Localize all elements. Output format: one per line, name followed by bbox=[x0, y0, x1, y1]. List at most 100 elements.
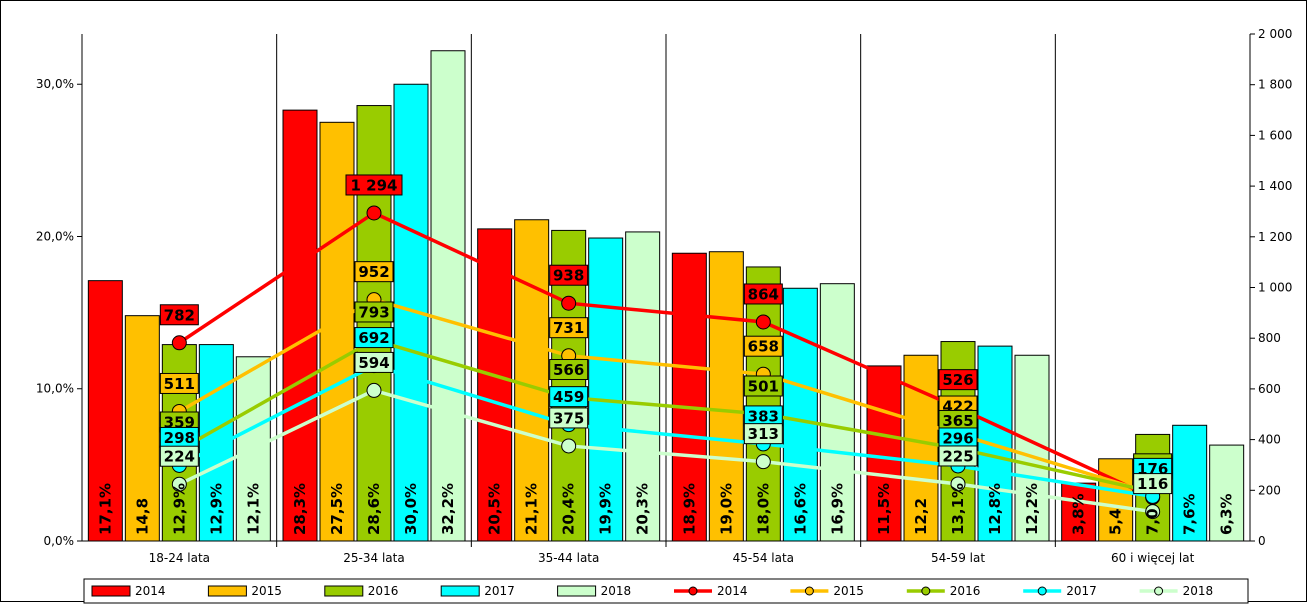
bar-label-2016-5: 7,0 bbox=[1144, 508, 1162, 535]
legend-label-2015: 2015 bbox=[251, 584, 282, 598]
line-label-box-2014-1 bbox=[345, 174, 403, 196]
legend-marker-2018 bbox=[1154, 586, 1164, 596]
line-label-2017-0: 298 bbox=[164, 429, 195, 447]
bar-label-2017-1: 30,0% bbox=[402, 483, 420, 535]
line-label-2018-0: 224 bbox=[164, 448, 195, 466]
point-2018-3 bbox=[755, 454, 771, 470]
legend-label-2018: 2018 bbox=[1183, 584, 1214, 598]
bar-label-2017-5: 7,6% bbox=[1181, 493, 1199, 535]
legend-label-2018: 2018 bbox=[601, 584, 632, 598]
point-2014-3 bbox=[755, 314, 771, 330]
line-label-2015-1: 952 bbox=[358, 263, 389, 281]
legend-label-2016: 2016 bbox=[950, 584, 981, 598]
bar-label-2018-1: 32,2% bbox=[439, 483, 457, 535]
x-tick-label: 54-59 lat bbox=[931, 551, 985, 565]
x-tick-label: 35-44 lata bbox=[538, 551, 599, 565]
x-tick-label: 45-54 lata bbox=[733, 551, 794, 565]
legend-swatch-bar-2018 bbox=[557, 585, 597, 597]
bar-label-2015-1: 27,5% bbox=[328, 483, 346, 535]
y-right-tick-label: 1 200 bbox=[1258, 230, 1292, 244]
bar-2016-3 bbox=[745, 266, 781, 542]
bar-label-2016-2: 20,4% bbox=[560, 483, 578, 535]
bar-2015-5 bbox=[1098, 458, 1134, 542]
line-label-box-2014-0 bbox=[159, 304, 199, 326]
legend-swatch-bar-2016 bbox=[324, 585, 364, 597]
point-2018-1 bbox=[366, 382, 382, 398]
line-label-2017-3: 383 bbox=[748, 407, 779, 425]
legend-label-2014: 2014 bbox=[135, 584, 166, 598]
bar-label-2018-3: 16,9% bbox=[828, 483, 846, 535]
line-label-box-2018-3 bbox=[743, 423, 783, 445]
bar-2016-1 bbox=[356, 105, 392, 542]
y-right-tick-label: 1 000 bbox=[1258, 281, 1292, 295]
line-label-box-2018-0 bbox=[159, 445, 199, 467]
bar-label-2014-0: 17,1% bbox=[96, 483, 114, 535]
line-2016 bbox=[178, 338, 1154, 494]
bar-label-2015-4: 12,2 bbox=[912, 498, 930, 535]
bar-2017-3 bbox=[782, 287, 818, 542]
legend: 2014 2015 2016 2017 2018 2014 2015 2016 2017 2018 bbox=[83, 578, 1249, 604]
bar-label-2018-2: 20,3% bbox=[634, 483, 652, 535]
bar-label-2018-5: 6,3% bbox=[1218, 493, 1236, 535]
x-tick-label: 18-24 lata bbox=[149, 551, 210, 565]
line-label-box-2015-2 bbox=[549, 317, 589, 339]
line-label-box-2017-1 bbox=[354, 327, 394, 349]
line-label-2014-0: 782 bbox=[164, 306, 195, 324]
y-right-tick-label: 0 bbox=[1258, 534, 1266, 548]
line-label-2017-4: 296 bbox=[942, 429, 973, 447]
line-label-box-2018-5 bbox=[1133, 473, 1173, 495]
bar-label-2018-0: 12,1% bbox=[244, 483, 262, 535]
point-2014-0 bbox=[171, 335, 187, 351]
bar-2018-2 bbox=[625, 231, 661, 542]
line-label-2018-1: 594 bbox=[358, 354, 389, 372]
point-2018-2 bbox=[561, 438, 577, 454]
y-right-tick-label: 1 800 bbox=[1258, 78, 1292, 92]
line-2014 bbox=[178, 210, 1154, 499]
bar-2015-2 bbox=[514, 219, 550, 542]
point-2014-2 bbox=[561, 295, 577, 311]
line-label-box-2015-0 bbox=[159, 372, 199, 394]
point-2018-4 bbox=[950, 476, 966, 492]
line-2017 bbox=[178, 363, 1153, 499]
bar-label-2014-5: 3,8% bbox=[1070, 493, 1088, 535]
line-label-2018-3: 313 bbox=[748, 425, 779, 443]
bar-label-2018-4: 12,2% bbox=[1023, 483, 1041, 535]
y-right-tick-label: 600 bbox=[1258, 382, 1281, 396]
bar-label-2016-3: 18,0% bbox=[754, 483, 772, 535]
line-2018 bbox=[178, 388, 1153, 514]
line-label-2016-2: 566 bbox=[553, 361, 584, 379]
line-label-box-2016-3 bbox=[743, 375, 783, 397]
line-label-box-2016-2 bbox=[549, 359, 589, 381]
bar-label-2014-1: 28,3% bbox=[291, 483, 309, 535]
bar-label-2015-2: 21,1% bbox=[523, 483, 541, 535]
x-tick-label: 25-34 lata bbox=[343, 551, 404, 565]
bar-label-2017-0: 12,9% bbox=[207, 483, 225, 535]
bar-label-2016-4: 13,1% bbox=[949, 483, 967, 535]
bar-2018-1 bbox=[430, 50, 466, 542]
bar-label-2014-3: 18,9% bbox=[680, 483, 698, 535]
bar-2018-5 bbox=[1209, 444, 1245, 542]
line-label-2017-1: 692 bbox=[358, 329, 389, 347]
x-tick-label: 60 i więcej lat bbox=[1111, 551, 1195, 565]
line-label-box-2015-1 bbox=[354, 261, 394, 283]
y-right-tick-label: 1 400 bbox=[1258, 179, 1292, 193]
line-label-2015-2: 731 bbox=[553, 319, 584, 337]
legend-marker-2015 bbox=[804, 586, 814, 596]
line-label-2014-3: 864 bbox=[748, 285, 779, 303]
legend-label-2015: 2015 bbox=[833, 584, 864, 598]
line-label-2015-3: 658 bbox=[748, 338, 779, 356]
bar-2015-0 bbox=[124, 315, 160, 542]
bar-2014-4 bbox=[866, 365, 902, 542]
line-label-2014-4: 526 bbox=[942, 371, 973, 389]
line-label-box-2014-3 bbox=[743, 283, 783, 305]
bar-label-2017-3: 16,6% bbox=[791, 483, 809, 535]
bar-label-2015-3: 19,0% bbox=[717, 483, 735, 535]
line-label-box-2018-4 bbox=[938, 445, 978, 467]
point-2014-1 bbox=[366, 205, 382, 221]
line-label-box-2017-2 bbox=[549, 386, 589, 408]
y-left-tick-label: 10,0% bbox=[36, 382, 74, 396]
y-right-tick-label: 200 bbox=[1258, 483, 1281, 497]
line-label-2018-4: 225 bbox=[942, 447, 973, 465]
line-label-2016-1: 793 bbox=[358, 303, 389, 321]
